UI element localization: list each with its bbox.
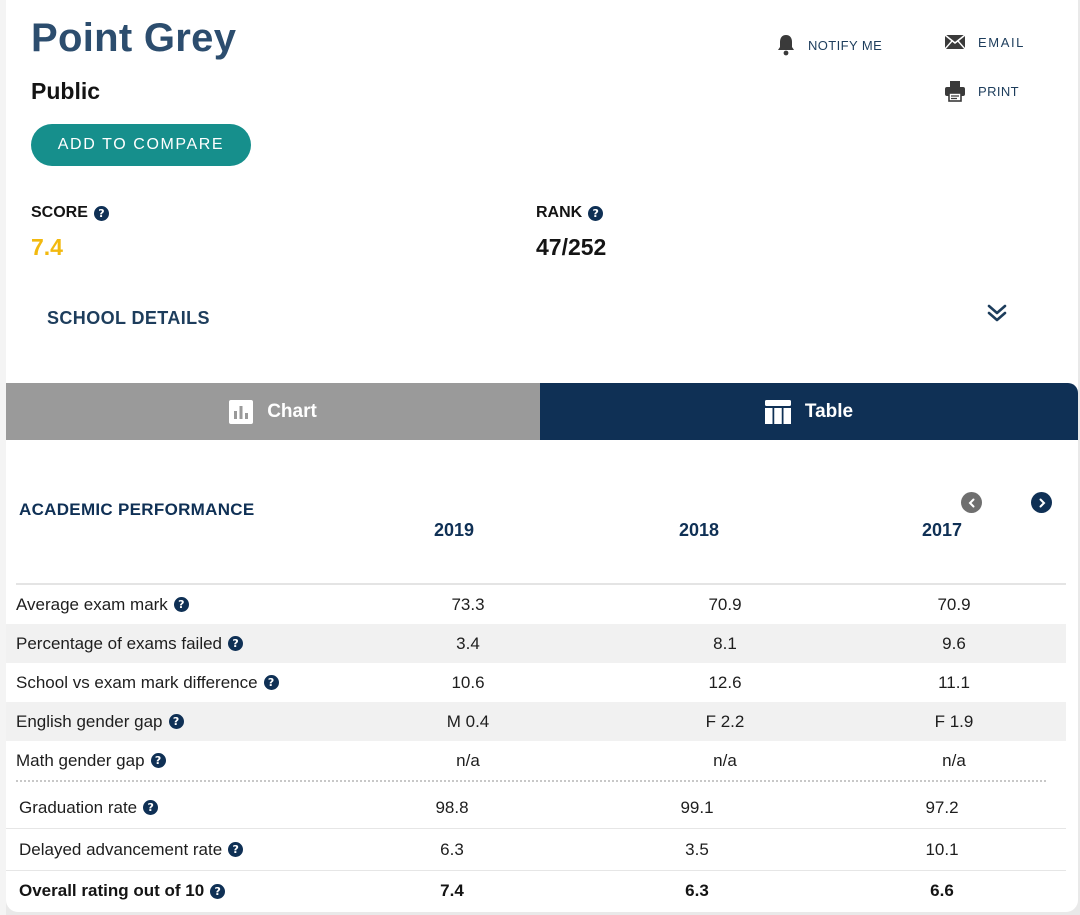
- year-header: 2018: [678, 520, 720, 540]
- table-row: Delayed advancement rate? 6.3 3.5 10.1: [6, 829, 1066, 871]
- table-cell: F 1.9: [934, 711, 974, 731]
- print-label: PRINT: [978, 83, 1019, 99]
- table-cell: 9.6: [942, 633, 966, 653]
- row-label-text: English gender gap: [16, 711, 163, 731]
- table-cell: n/a: [456, 750, 480, 770]
- double-chevron-down-icon[interactable]: [986, 302, 1008, 329]
- table-cell: 6.3: [685, 881, 709, 900]
- table-row: English gender gap? M 0.4 F 2.2 F 1.9: [6, 702, 1066, 741]
- tab-table-label: Table: [804, 400, 854, 422]
- table-cell: 70.9: [937, 594, 971, 614]
- table-row: Math gender gap? n/a n/a n/a: [6, 741, 1066, 780]
- notify-me-link[interactable]: NOTIFY ME: [776, 34, 882, 56]
- rank-label: RANK ?: [536, 204, 604, 222]
- row-label-text: Average exam mark: [16, 594, 168, 614]
- score-label-text: SCORE: [31, 204, 88, 221]
- next-years-button[interactable]: [1031, 492, 1052, 513]
- row-label-text: Percentage of exams failed: [16, 633, 223, 653]
- table-cell: F 2.2: [705, 711, 745, 731]
- table-cell: 11.1: [938, 672, 970, 692]
- school-details-toggle[interactable]: SCHOOL DETAILS: [47, 308, 210, 328]
- add-to-compare-button[interactable]: ADD TO COMPARE: [31, 124, 251, 166]
- help-icon[interactable]: ?: [210, 883, 226, 899]
- row-label-text: Overall rating out of 10: [19, 881, 205, 900]
- bar-chart-icon: [229, 399, 254, 424]
- table-cell: 73.3: [451, 594, 485, 614]
- rank-label-text: RANK: [536, 204, 583, 221]
- help-icon[interactable]: ?: [173, 597, 189, 612]
- score-label: SCORE ?: [31, 204, 109, 222]
- table-row-overall: Overall rating out of 10? 7.4 6.3 6.6: [6, 870, 1066, 912]
- year-header: 2019: [433, 520, 475, 540]
- help-icon[interactable]: ?: [150, 753, 166, 768]
- help-icon[interactable]: ?: [168, 714, 184, 729]
- school-type: Public: [31, 78, 101, 104]
- table-cell: 99.1: [680, 797, 714, 817]
- school-card: Point Grey Public ADD TO COMPARE NOTIFY …: [6, 0, 1078, 912]
- help-icon[interactable]: ?: [228, 842, 244, 857]
- row-label: English gender gap?: [16, 712, 184, 732]
- year-header: 2017: [921, 520, 963, 540]
- table-cell: 98.8: [435, 797, 469, 817]
- score-value: 7.4: [31, 234, 63, 260]
- table-cell: 70.9: [708, 594, 742, 614]
- section-divider: [16, 780, 1046, 782]
- email-label: EMAIL: [978, 34, 1026, 50]
- row-label-text: Delayed advancement rate: [19, 839, 223, 859]
- table-cell: 6.6: [930, 881, 954, 900]
- table-cell: M 0.4: [446, 711, 490, 731]
- help-icon[interactable]: ?: [93, 205, 109, 221]
- row-label: Graduation rate?: [19, 797, 159, 818]
- row-label-text: School vs exam mark difference: [16, 672, 258, 692]
- printer-icon: [945, 81, 965, 102]
- previous-years-button[interactable]: [961, 492, 982, 513]
- table-icon: [764, 399, 791, 424]
- help-icon[interactable]: ?: [588, 205, 604, 221]
- table-cell: 12.6: [708, 672, 742, 692]
- view-tabs: Chart Table: [6, 383, 1078, 440]
- chevron-right-icon: [1039, 498, 1045, 507]
- rank-value: 47/252: [536, 234, 607, 260]
- row-label: Math gender gap?: [16, 751, 166, 771]
- table-header-divider: [16, 583, 1066, 585]
- section-title: ACADEMIC PERFORMANCE: [19, 500, 255, 519]
- row-label: Delayed advancement rate?: [19, 839, 244, 860]
- tab-chart[interactable]: Chart: [6, 383, 540, 440]
- table-cell: 3.4: [456, 633, 480, 653]
- table-cell: 3.5: [685, 839, 709, 859]
- table-cell: 10.6: [451, 672, 485, 692]
- help-icon[interactable]: ?: [263, 675, 279, 690]
- row-label-text: Math gender gap: [16, 750, 145, 770]
- table-cell: n/a: [713, 750, 737, 770]
- email-link[interactable]: EMAIL: [944, 34, 1025, 50]
- help-icon[interactable]: ?: [228, 636, 244, 651]
- table-cell: n/a: [942, 750, 966, 770]
- bell-icon: [778, 35, 794, 56]
- school-name: Point Grey: [31, 16, 237, 60]
- table-cell: 7.4: [440, 881, 464, 900]
- row-label: Percentage of exams failed?: [16, 633, 244, 654]
- notify-me-label: NOTIFY ME: [808, 37, 883, 53]
- table-row: Graduation rate? 98.8 99.1 97.2: [6, 787, 1066, 829]
- table-row: Percentage of exams failed? 3.4 8.1 9.6: [6, 624, 1066, 663]
- print-link[interactable]: PRINT: [944, 80, 1019, 102]
- row-label: School vs exam mark difference?: [16, 673, 279, 693]
- table-cell: 97.2: [925, 797, 959, 817]
- table-row: Average exam mark? 73.3 70.9 70.9: [6, 585, 1066, 624]
- tab-table[interactable]: Table: [540, 383, 1078, 440]
- table-row: School vs exam mark difference? 10.6 12.…: [6, 663, 1066, 702]
- table-cell: 6.3: [440, 839, 464, 859]
- row-label: Average exam mark?: [16, 595, 189, 615]
- table-cell: 8.1: [713, 633, 737, 653]
- page-edge: [0, 0, 6, 915]
- envelope-icon: [944, 34, 966, 50]
- tab-chart-label: Chart: [267, 400, 317, 422]
- row-label-text: Graduation rate: [19, 797, 138, 817]
- chevron-left-icon: [968, 498, 974, 507]
- help-icon[interactable]: ?: [143, 800, 159, 815]
- row-label: Overall rating out of 10?: [19, 881, 226, 901]
- table-cell: 10.1: [925, 839, 959, 859]
